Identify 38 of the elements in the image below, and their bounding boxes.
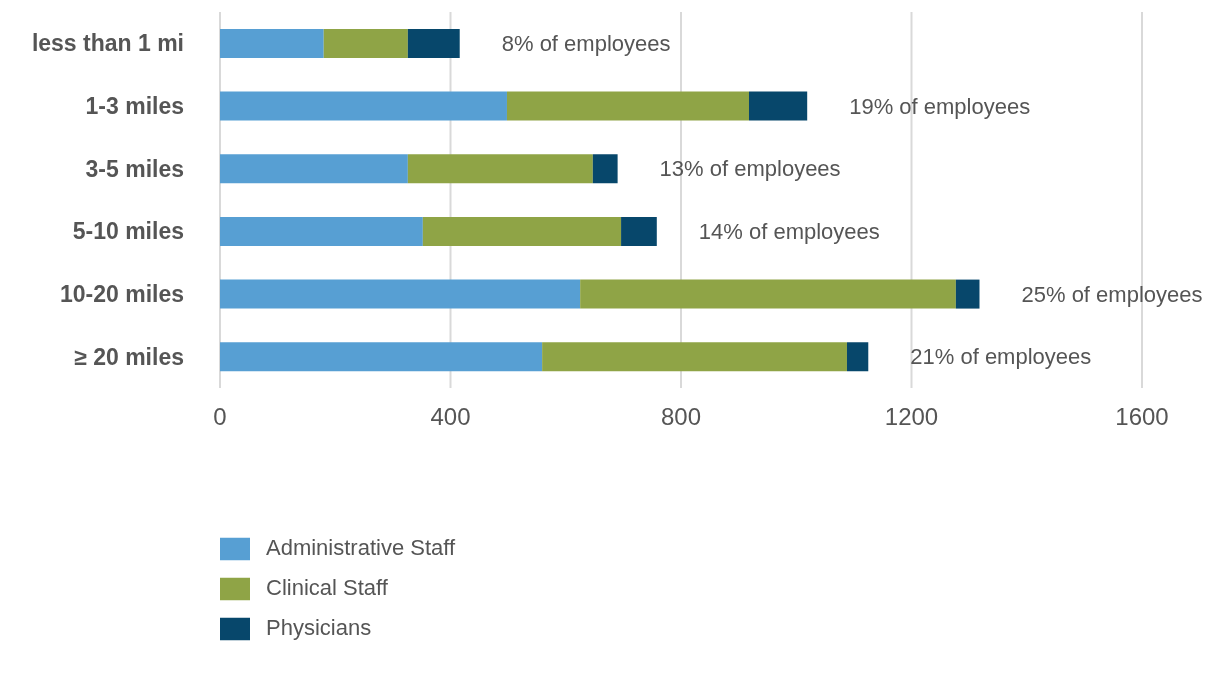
x-tick-label: 800: [660, 403, 702, 431]
bar: [220, 28, 324, 58]
legend-label: Clinical Staff: [266, 575, 388, 600]
x-tick-label: 400: [430, 403, 471, 431]
bar: [220, 154, 408, 184]
y-tick-label: ≥ 20 miles: [74, 343, 184, 370]
x-tick-label: 0: [213, 403, 227, 431]
annotation: 14% of employees: [698, 219, 880, 245]
bar: [542, 342, 847, 372]
bar: [580, 279, 956, 309]
bar: [407, 28, 460, 58]
x-tick-label: 1200: [884, 403, 939, 431]
bar: [220, 279, 581, 309]
bar: [407, 154, 593, 184]
y-tick-label: less than 1 mi: [31, 30, 184, 57]
bar: [621, 216, 657, 246]
annotation: 19% of employees: [849, 93, 1031, 119]
y-tick-label: 10-20 miles: [59, 281, 184, 308]
bar: [422, 216, 622, 246]
bar: [955, 279, 980, 309]
bar: [506, 91, 749, 121]
legend-label: Administrative Staff: [266, 535, 456, 560]
annotation: 25% of employees: [1021, 281, 1203, 307]
y-tick-label: 5-10 miles: [72, 218, 184, 245]
bar: [220, 216, 423, 246]
bar: [220, 91, 507, 121]
bar: [846, 342, 869, 372]
annotation: 8% of employees: [501, 31, 671, 57]
y-tick-label: 3-5 miles: [85, 155, 184, 182]
annotation: 21% of employees: [910, 344, 1092, 370]
annotation: 13% of employees: [659, 156, 841, 182]
x-tick-label: 1600: [1115, 403, 1169, 431]
bar: [323, 28, 408, 58]
bar: [592, 154, 618, 184]
bar: [749, 91, 808, 121]
bar: [220, 342, 543, 372]
legend-label: Physicians: [266, 615, 372, 640]
y-tick-label: 1-3 miles: [85, 93, 184, 120]
